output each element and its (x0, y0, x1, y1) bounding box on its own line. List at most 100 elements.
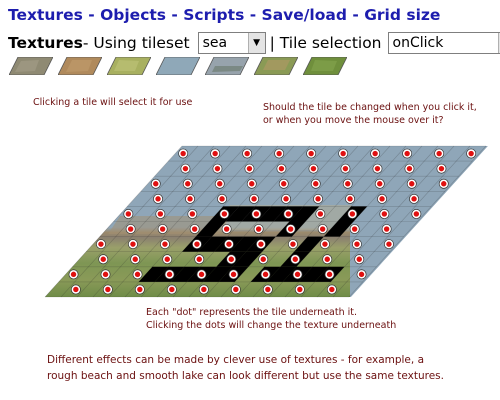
tile-dot-center[interactable] (411, 196, 417, 202)
tile-dot-center[interactable] (226, 241, 232, 247)
tile-dot-center[interactable] (383, 226, 390, 232)
tile-dot-center[interactable] (358, 271, 365, 278)
tile-dot-center[interactable] (283, 196, 289, 202)
tile-dot-center[interactable] (377, 181, 383, 187)
tile-dot-center[interactable] (187, 196, 193, 202)
tile-dot-center[interactable] (157, 211, 164, 217)
nav-link-textures[interactable]: Textures (8, 6, 83, 24)
tile-dot-center[interactable] (100, 256, 106, 262)
chevron-down-icon[interactable]: ▼ (247, 33, 265, 53)
tile-dot-center[interactable] (340, 150, 346, 157)
tile-dot-center[interactable] (386, 241, 392, 247)
tile-dot-center[interactable] (349, 211, 356, 217)
nav-link-scripts[interactable]: Scripts (183, 6, 245, 24)
tile-dot-center[interactable] (191, 226, 198, 232)
tile-dot-center[interactable] (189, 211, 196, 217)
tile-dot-center[interactable] (260, 256, 266, 262)
tile-dot-center[interactable] (310, 165, 317, 172)
tile-dot-center[interactable] (347, 196, 353, 202)
tile-dot-center[interactable] (281, 181, 287, 187)
tile-dot-center[interactable] (180, 150, 186, 157)
tile-dot-center[interactable] (219, 196, 225, 202)
tile-dot-center[interactable] (322, 241, 328, 247)
tile-dot-center[interactable] (278, 165, 285, 172)
tile-dot-center[interactable] (198, 271, 205, 278)
chevron-down-icon[interactable]: ▼ (497, 33, 500, 53)
tile-dot-center[interactable] (308, 150, 314, 157)
tile-dot-center[interactable] (436, 150, 442, 157)
tile-swatch-grass-light[interactable] (107, 57, 151, 75)
tile-dot-center[interactable] (162, 241, 168, 247)
tile-dot-center[interactable] (294, 271, 301, 278)
tile-dot-center[interactable] (345, 181, 351, 187)
tile-dot-center[interactable] (214, 165, 221, 172)
tile-dot-center[interactable] (253, 211, 260, 217)
tile-dot-center[interactable] (262, 271, 269, 278)
tile-dots[interactable] (68, 148, 477, 295)
tile-swatch-rock[interactable] (9, 57, 53, 75)
tile-dot-center[interactable] (73, 286, 79, 293)
tile-dot-center[interactable] (317, 211, 324, 217)
tile-dot-center[interactable] (374, 165, 381, 172)
tile-dot-center[interactable] (228, 256, 234, 262)
tile-dot-center[interactable] (70, 271, 77, 278)
tile-dot-center[interactable] (292, 256, 298, 262)
tile-dot-center[interactable] (221, 211, 228, 217)
tile-dot-center[interactable] (233, 286, 239, 293)
tile-dot-center[interactable] (276, 150, 282, 157)
tile-dot-center[interactable] (265, 286, 271, 293)
tile-dot-center[interactable] (249, 181, 255, 187)
tile-dot-center[interactable] (134, 271, 141, 278)
tile-dot-center[interactable] (244, 150, 250, 157)
tile-dot-center[interactable] (290, 241, 296, 247)
nav-link-objects[interactable]: Objects (100, 6, 167, 24)
tile-dot-center[interactable] (413, 211, 420, 217)
tile-dot-center[interactable] (324, 256, 330, 262)
tile-dot-center[interactable] (351, 226, 358, 232)
tile-dot-center[interactable] (438, 165, 445, 172)
tile-dot-center[interactable] (258, 241, 264, 247)
tile-dot-center[interactable] (409, 181, 415, 187)
tile-dot-center[interactable] (132, 256, 138, 262)
tile-dot-center[interactable] (102, 271, 109, 278)
nav-link-grid-size[interactable]: Grid size (364, 6, 441, 24)
tile-dot-center[interactable] (125, 211, 132, 217)
tile-dot-center[interactable] (127, 226, 134, 232)
tile-dot-center[interactable] (169, 286, 175, 293)
tile-dot-center[interactable] (379, 196, 385, 202)
tile-swatch-water[interactable] (156, 57, 200, 75)
tile-dot-center[interactable] (329, 286, 335, 293)
tile-swatch-sea-rocks[interactable] (205, 57, 249, 75)
nav-link-save-load[interactable]: Save/load (261, 6, 347, 24)
tile-dot-center[interactable] (319, 226, 326, 232)
tile-dot-center[interactable] (217, 181, 223, 187)
tile-dot-center[interactable] (246, 165, 253, 172)
tile-dot-center[interactable] (287, 226, 294, 232)
tile-dot-center[interactable] (164, 256, 170, 262)
tile-dot-center[interactable] (196, 256, 202, 262)
tile-dot-center[interactable] (406, 165, 413, 172)
tile-dot-center[interactable] (155, 196, 161, 202)
tile-dot-center[interactable] (166, 271, 173, 278)
tile-dot-center[interactable] (194, 241, 200, 247)
tile-dot-center[interactable] (98, 241, 104, 247)
tile-dot-center[interactable] (354, 241, 360, 247)
tile-selection-select[interactable]: onClick ▼ (387, 32, 500, 54)
tile-dot-center[interactable] (381, 211, 388, 217)
tile-dot-center[interactable] (342, 165, 349, 172)
tile-dot-center[interactable] (441, 181, 447, 187)
tile-dot-center[interactable] (251, 196, 257, 202)
tile-dot-center[interactable] (105, 286, 111, 293)
tile-dot-center[interactable] (404, 150, 410, 157)
tile-dot-center[interactable] (159, 226, 166, 232)
tile-swatch-grass-dark[interactable] (303, 57, 347, 75)
tile-dot-center[interactable] (297, 286, 303, 293)
tile-dot-center[interactable] (230, 271, 237, 278)
tile-dot-center[interactable] (285, 211, 292, 217)
tile-dot-center[interactable] (185, 181, 191, 187)
tile-swatch-sand[interactable] (58, 57, 102, 75)
tile-dot-center[interactable] (315, 196, 321, 202)
tile-dot-center[interactable] (212, 150, 218, 157)
tile-dot-center[interactable] (137, 286, 143, 293)
